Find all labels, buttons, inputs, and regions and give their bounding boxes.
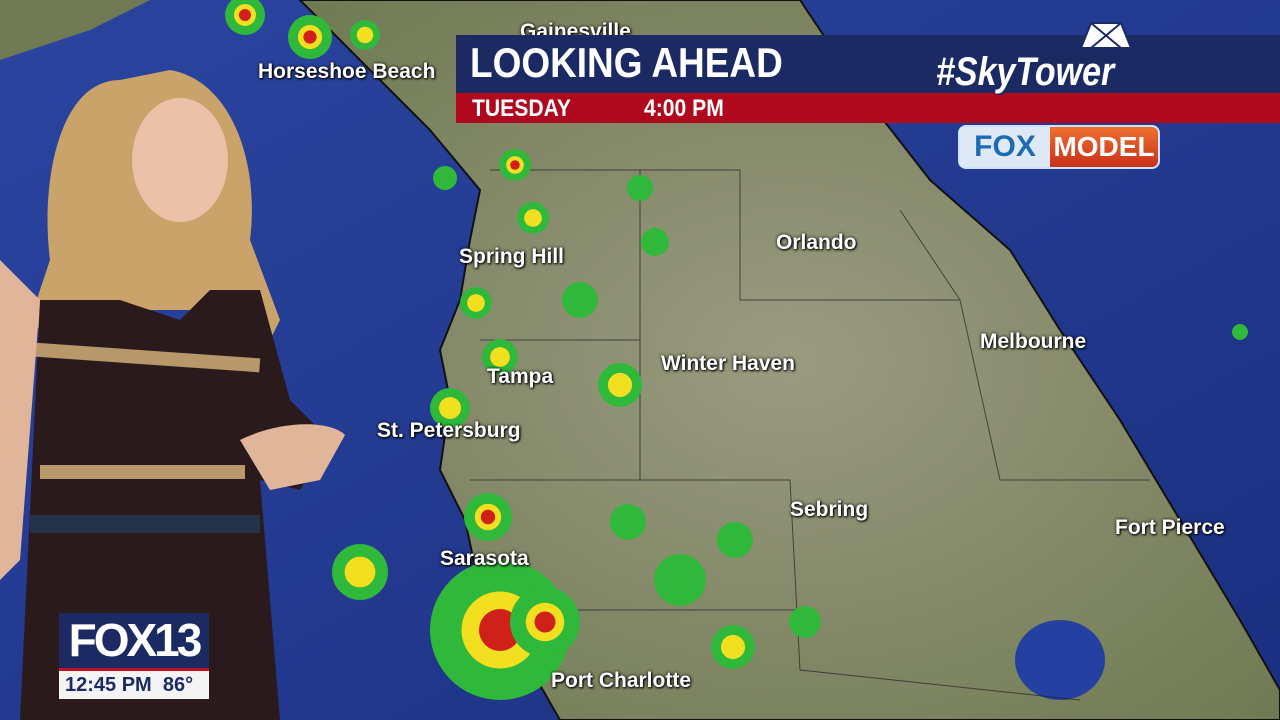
city-label: Winter Haven (661, 352, 796, 375)
radar-cell-core (344, 556, 376, 588)
land-northwest (0, 0, 150, 60)
lake-okeechobee (1015, 620, 1105, 700)
radar-cell-core (510, 160, 520, 170)
headline-title: LOOKING AHEAD (470, 39, 783, 86)
radar-cell-core (720, 634, 746, 660)
radar-cell (1232, 324, 1248, 340)
city-label: Melbourne (980, 330, 1087, 353)
station-bug: FOX13 12:45 PM 86° (59, 613, 209, 699)
fox-model-left: FOX (960, 127, 1050, 167)
radar-layer (225, 0, 1248, 700)
city-label: Horseshoe Beach (258, 60, 436, 83)
forecast-day: TUESDAY (472, 95, 571, 122)
radar-cell (641, 228, 669, 256)
skytower-text: #SkyTower (936, 50, 1115, 94)
city-label: Fort Pierce (1115, 516, 1225, 539)
radar-cell (789, 606, 821, 638)
city-label: Tampa (487, 365, 554, 388)
radar-cell-core (239, 9, 251, 21)
radar-cell (433, 166, 457, 190)
radar-cell-core (303, 30, 317, 44)
radar-cell-core (607, 372, 633, 398)
tower-icon (1079, 22, 1133, 49)
radar-cell-core (490, 347, 510, 367)
radar-cell (717, 522, 753, 558)
skytower-logo: #SkyTower (936, 22, 1168, 96)
city-label: Orlando (776, 231, 857, 254)
temperature: 86° (162, 674, 194, 696)
city-label: Sebring (790, 498, 869, 521)
radar-cell (654, 554, 706, 606)
fox-model-badge: FOX MODEL (958, 125, 1160, 169)
city-label: St. Petersburg (377, 419, 521, 442)
clock-temp: 12:45 PM 86° (59, 671, 209, 699)
radar-cell (562, 282, 598, 318)
clock: 12:45 PM (65, 674, 152, 696)
radar-cell-core (524, 209, 542, 227)
city-label: Spring Hill (459, 245, 564, 268)
meteorologist (0, 70, 345, 720)
radar-cell (610, 504, 646, 540)
radar-cell-core (356, 26, 374, 44)
headline-banner: LOOKING AHEAD (456, 35, 1280, 93)
radar-cell-core (439, 397, 461, 419)
radar-cell-core (467, 294, 485, 312)
forecast-time-bar: TUESDAY 4:00 PM (456, 93, 1280, 123)
station-logo: FOX13 (59, 613, 209, 671)
fox-model-right: MODEL (1050, 127, 1158, 167)
forecast-time: 4:00 PM (644, 95, 724, 122)
radar-cell-core (534, 611, 556, 633)
city-label: Port Charlotte (551, 669, 692, 692)
city-label: Sarasota (440, 547, 529, 570)
radar-cell (627, 175, 653, 201)
radar-cell-core (480, 509, 496, 525)
